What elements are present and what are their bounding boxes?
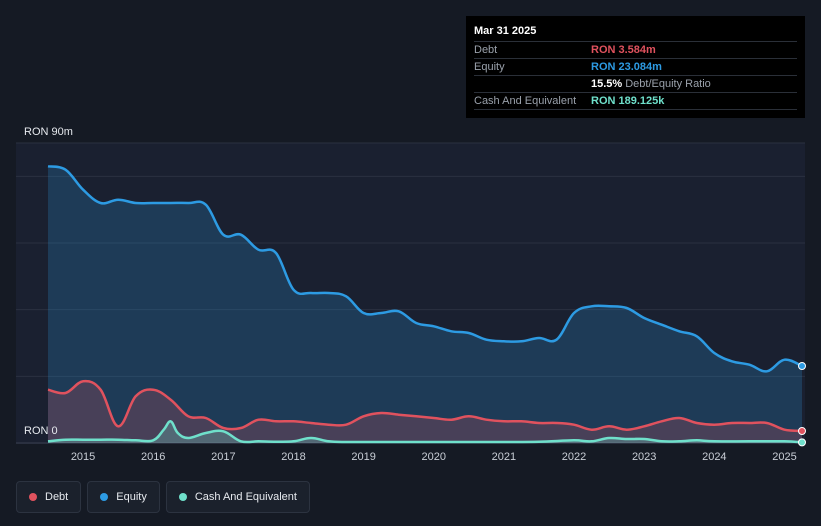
debt-dot-icon (29, 493, 37, 501)
legend-item-cash[interactable]: Cash And Equivalent (165, 481, 310, 513)
tooltip-debt-value: RON 3.584m (591, 44, 656, 56)
legend-label-cash: Cash And Equivalent (194, 491, 297, 503)
end-markers (798, 362, 806, 447)
x-tick-label: 2020 (422, 451, 446, 463)
tooltip-ratio-value: 15.5% (591, 78, 623, 90)
debt-end-marker (798, 427, 806, 435)
x-tick-label: 2017 (211, 451, 235, 463)
cash-dot-icon (178, 493, 187, 501)
tooltip-row-ratio: 15.5% Debt/Equity Ratio (474, 75, 797, 92)
legend-label-equity: Equity (116, 491, 147, 503)
tooltip: Mar 31 2025 Debt RON 3.584m Equity RON 2… (466, 16, 805, 118)
x-tick-label: 2025 (772, 451, 796, 463)
legend-item-debt[interactable]: Debt (16, 481, 82, 513)
tooltip-date: Mar 31 2025 (474, 25, 537, 37)
x-tick-label: 2015 (71, 451, 95, 463)
x-tick-label: 2024 (702, 451, 726, 463)
tooltip-debt-label: Debt (474, 44, 498, 56)
tooltip-row-cash: Cash And Equivalent RON 189.125k (474, 92, 797, 110)
y-axis-bottom-label: RON 0 (24, 425, 58, 437)
x-tick-label: 2022 (562, 451, 586, 463)
tooltip-equity-value: RON 23.084m (591, 61, 662, 73)
tooltip-cash-value: RON 189.125k (591, 95, 665, 107)
cash-line (47, 420, 803, 444)
cash-end-marker (798, 438, 806, 447)
tooltip-ratio-label: Debt/Equity Ratio (625, 78, 711, 90)
debt-line (47, 379, 803, 433)
plot-background (16, 143, 805, 444)
tooltip-row-equity: Equity RON 23.084m (474, 58, 797, 75)
x-axis-ticks: 2015 2016 2017 2018 2019 2020 2021 2022 2023 2024… (71, 451, 797, 463)
x-tick-label: 2021 (492, 451, 516, 463)
y-axis-top-label: RON 90m (24, 126, 73, 138)
x-tick-label: 2016 (141, 451, 165, 463)
gridlines (16, 142, 805, 444)
x-tick-label: 2019 (351, 451, 375, 463)
tooltip-cash-label: Cash And Equivalent (474, 95, 577, 107)
x-tick-label: 2023 (632, 451, 656, 463)
equity-dot-icon (100, 493, 109, 501)
legend: Debt Equity Cash And Equivalent (16, 481, 310, 513)
tooltip-row-debt: Debt RON 3.584m (474, 41, 797, 58)
x-tick-label: 2018 (281, 451, 305, 463)
equity-line (47, 165, 803, 373)
equity-end-marker (798, 362, 806, 370)
legend-label-debt: Debt (45, 491, 69, 503)
tooltip-equity-label: Equity (474, 61, 505, 73)
legend-item-equity[interactable]: Equity (87, 481, 160, 513)
